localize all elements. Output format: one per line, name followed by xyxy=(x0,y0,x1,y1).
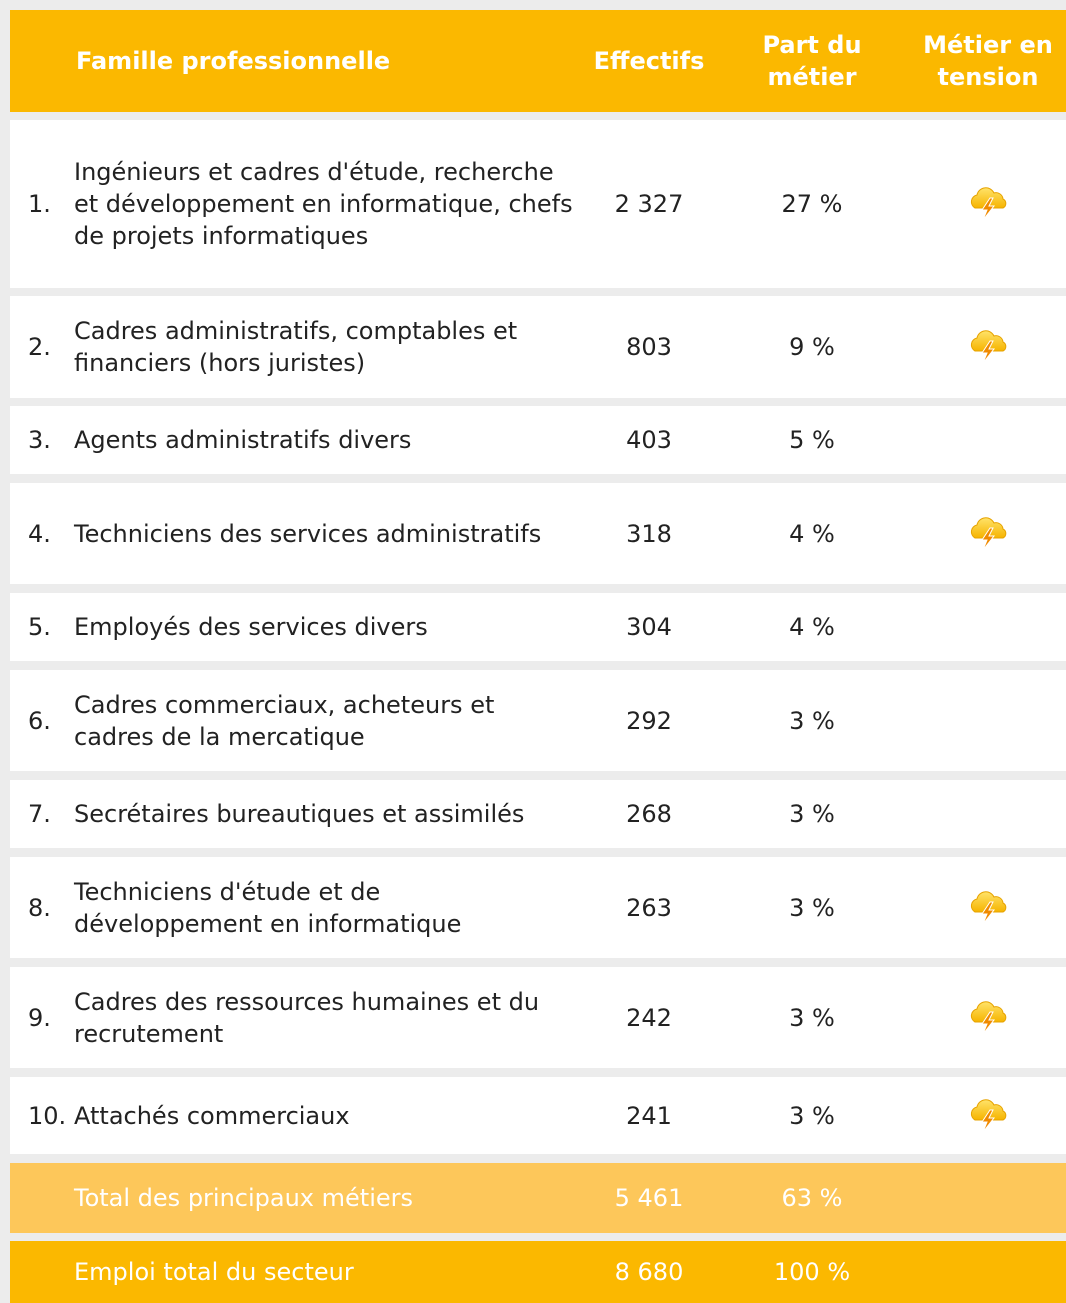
effectifs: 2 327 xyxy=(614,190,684,218)
part: 27 % xyxy=(781,190,843,218)
tension-cell xyxy=(913,890,1063,926)
rank: 3. xyxy=(28,426,51,454)
part: 3 % xyxy=(789,800,835,828)
tension-cell xyxy=(913,329,1063,365)
part: 4 % xyxy=(789,613,835,641)
part: 9 % xyxy=(789,333,835,361)
rank: 9. xyxy=(28,1003,51,1032)
tension-cell xyxy=(913,516,1063,552)
family-label: Techniciens d'étude et de développement … xyxy=(74,877,462,938)
data-row: 10. Attachés commerciaux 241 3 % xyxy=(10,1077,1066,1154)
total-label: Total des principaux métiers xyxy=(74,1184,413,1212)
family-label: Ingénieurs et cadres d'étude, recherche … xyxy=(74,158,573,250)
effectifs: 803 xyxy=(626,333,672,361)
total-row: Total des principaux métiers 5 461 63 % xyxy=(10,1163,1066,1233)
rank: 5. xyxy=(28,613,51,641)
effectifs: 304 xyxy=(626,613,672,641)
family-label: Techniciens des services administratifs xyxy=(74,519,542,548)
tension-icon xyxy=(970,1098,1007,1132)
data-row: 1. Ingénieurs et cadres d'étude, recherch… xyxy=(10,120,1066,288)
total-effectifs: 8 680 xyxy=(614,1258,684,1286)
effectifs: 242 xyxy=(626,1003,672,1032)
family-label: Attachés commerciaux xyxy=(74,1101,350,1130)
total-part: 100 % xyxy=(773,1258,851,1286)
family-label: Agents administratifs divers xyxy=(74,426,412,454)
part: 3 % xyxy=(789,893,835,922)
rank: 10. xyxy=(28,1101,67,1130)
header-cell: Effectifs xyxy=(593,47,705,75)
total-part: 63 % xyxy=(781,1184,843,1212)
effectifs: 241 xyxy=(626,1101,672,1130)
rank: 2. xyxy=(28,333,51,361)
data-row: 5. Employés des services divers 304 4 % xyxy=(10,593,1066,661)
data-row: 2. Cadres administratifs, comptables et f… xyxy=(10,296,1066,398)
part: 5 % xyxy=(789,426,835,454)
family-label: Secrétaires bureautiques et assimilés xyxy=(74,800,525,828)
effectifs: 263 xyxy=(626,893,672,922)
tension-icon xyxy=(970,890,1007,924)
family-label: Cadres commerciaux, acheteurs et cadres … xyxy=(74,690,495,751)
header-cell: Part du métier xyxy=(762,31,862,91)
data-row: 7. Secrétaires bureautiques et assimilés 2… xyxy=(10,780,1066,848)
header-cell: Famille professionnelle xyxy=(76,47,391,75)
rank: 4. xyxy=(28,519,51,548)
family-label: Cadres des ressources humaines et du rec… xyxy=(74,987,540,1048)
rank: 6. xyxy=(28,706,51,735)
tension-icon xyxy=(970,516,1007,550)
total-row: Emploi total du secteur 8 680 100 % xyxy=(10,1241,1066,1303)
data-row: 9. Cadres des ressources humaines et du r… xyxy=(10,967,1066,1068)
part: 3 % xyxy=(789,1003,835,1032)
tension-icon xyxy=(970,1000,1007,1034)
family-label: Cadres administratifs, comptables et fin… xyxy=(74,317,518,377)
data-row: 8. Techniciens d'étude et de développemen… xyxy=(10,857,1066,958)
rank: 7. xyxy=(28,800,51,828)
tension-icon xyxy=(970,187,1007,221)
effectifs: 268 xyxy=(626,800,672,828)
data-row: 3. Agents administratifs divers 403 5 % xyxy=(10,406,1066,474)
part: 3 % xyxy=(789,1101,835,1130)
part: 3 % xyxy=(789,706,835,735)
rank: 8. xyxy=(28,893,51,922)
part: 4 % xyxy=(789,519,835,548)
effectifs: 292 xyxy=(626,706,672,735)
rank: 1. xyxy=(28,190,51,218)
effectifs: 403 xyxy=(626,426,672,454)
total-effectifs: 5 461 xyxy=(614,1184,684,1212)
tension-cell xyxy=(913,1098,1063,1134)
tension-cell xyxy=(913,186,1063,222)
family-label: Employés des services divers xyxy=(74,613,428,641)
tension-icon xyxy=(970,330,1007,364)
header-row: Famille professionnelle Effectifs Part du … xyxy=(10,10,1066,112)
data-row: 6. Cadres commerciaux, acheteurs et cadre… xyxy=(10,670,1066,771)
header-cell: Métier en tension xyxy=(923,31,1053,91)
effectifs: 318 xyxy=(626,519,672,548)
tension-cell xyxy=(913,1000,1063,1036)
total-label: Emploi total du secteur xyxy=(74,1258,354,1286)
data-row: 4. Techniciens des services administratif… xyxy=(10,483,1066,584)
